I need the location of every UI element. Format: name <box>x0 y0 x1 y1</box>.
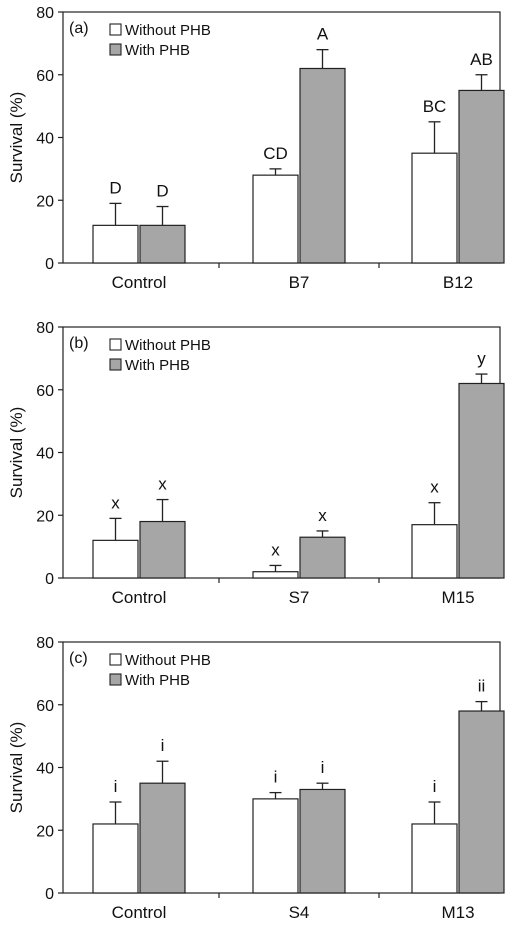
x-tick-label: M13 <box>441 903 474 922</box>
x-tick-label: Control <box>112 588 167 607</box>
legend-entry: With PHB <box>125 42 190 59</box>
legend-entry: Without PHB <box>125 337 211 354</box>
y-tick-label: 20 <box>36 193 54 210</box>
bar <box>299 67 346 264</box>
bar <box>411 524 458 579</box>
y-tick-label: 60 <box>36 383 54 400</box>
y-tick-label: 0 <box>45 886 54 903</box>
significance-letter: y <box>477 349 486 368</box>
bar <box>252 571 299 579</box>
x-tick-label: S7 <box>289 588 310 607</box>
bar <box>458 89 505 264</box>
significance-letter: D <box>109 178 121 197</box>
significance-letter: D <box>156 182 168 201</box>
legend-swatch <box>109 23 122 36</box>
x-tick-label: M15 <box>441 588 474 607</box>
y-tick-label: 60 <box>36 698 54 715</box>
x-tick-label: B7 <box>289 273 310 292</box>
y-tick-label: 60 <box>36 68 54 85</box>
bar <box>139 224 186 264</box>
y-axis-label: Survival (%) <box>7 722 26 814</box>
y-tick-label: 20 <box>36 508 54 525</box>
significance-letter: x <box>430 478 439 497</box>
panel-label: (c) <box>69 650 88 667</box>
significance-letter: i <box>321 758 325 777</box>
y-tick-label: 40 <box>36 131 54 148</box>
bar <box>252 174 299 264</box>
significance-letter: A <box>317 25 329 44</box>
panel-label: (b) <box>69 335 89 352</box>
significance-letter: x <box>271 540 280 559</box>
bar <box>92 823 139 894</box>
significance-letter: x <box>318 506 327 525</box>
x-tick-label: S4 <box>289 903 310 922</box>
y-tick-label: 80 <box>36 320 54 337</box>
significance-letter: ii <box>478 677 486 696</box>
y-tick-label: 20 <box>36 823 54 840</box>
legend-entry: With PHB <box>125 357 190 374</box>
bar <box>252 798 299 894</box>
legend-entry: Without PHB <box>125 652 211 669</box>
significance-letter: x <box>158 475 167 494</box>
significance-letter: i <box>161 736 165 755</box>
y-tick-label: 40 <box>36 446 54 463</box>
significance-letter: i <box>274 768 278 787</box>
chart-panel-1: 0 20 40 60 80 Survival (%) Control B7 B12 D CD BC D A… <box>7 5 505 292</box>
bar <box>92 224 139 264</box>
legend-swatch <box>109 358 122 371</box>
bar <box>299 788 346 894</box>
significance-letter: i <box>114 777 118 796</box>
y-tick-label: 0 <box>45 256 54 273</box>
bar <box>139 520 186 579</box>
legend-entry: With PHB <box>125 672 190 689</box>
legend-swatch <box>109 653 122 666</box>
x-tick-label: Control <box>112 273 167 292</box>
significance-letter: i <box>433 777 437 796</box>
y-tick-label: 80 <box>36 635 54 652</box>
chart-panel-2: 0 20 40 60 80 Survival (%) Control S7 M15 x x x x x y (… <box>7 320 505 607</box>
bar <box>139 782 186 894</box>
legend-swatch <box>109 673 122 686</box>
panel-label: (a) <box>69 20 89 37</box>
bar <box>299 536 346 579</box>
bar <box>458 382 505 579</box>
y-axis-label: Survival (%) <box>7 407 26 499</box>
bar <box>458 710 505 894</box>
legend-entry: Without PHB <box>125 22 211 39</box>
y-tick-label: 0 <box>45 571 54 588</box>
y-axis-label: Survival (%) <box>7 92 26 184</box>
significance-letter: BC <box>423 97 447 116</box>
x-tick-label: B12 <box>443 273 473 292</box>
legend-swatch <box>109 43 122 56</box>
significance-letter: AB <box>470 50 493 69</box>
bar <box>411 823 458 894</box>
bar <box>411 152 458 264</box>
bar <box>92 539 139 579</box>
y-tick-label: 80 <box>36 5 54 22</box>
legend-swatch <box>109 338 122 351</box>
significance-letter: CD <box>263 144 288 163</box>
x-tick-label: Control <box>112 903 167 922</box>
significance-letter: x <box>111 493 120 512</box>
y-tick-label: 40 <box>36 761 54 778</box>
